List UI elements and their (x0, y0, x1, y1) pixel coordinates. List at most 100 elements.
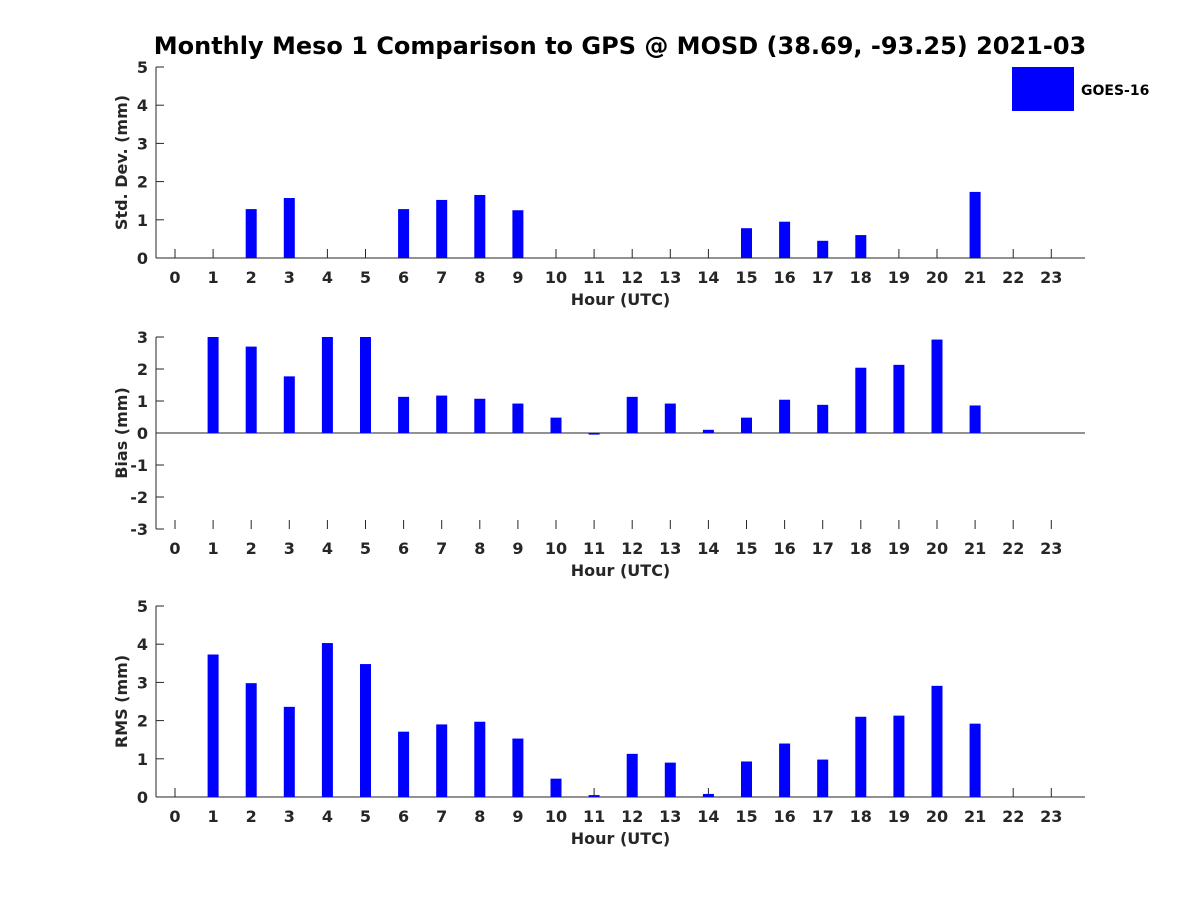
std-dev-x-tick-label: 0 (169, 268, 180, 287)
rms-x-tick-label: 0 (169, 807, 180, 826)
rms-x-tick-label: 2 (246, 807, 257, 826)
std-dev-bar-hour-8 (474, 194, 486, 258)
bias-x-tick-label: 21 (964, 539, 986, 558)
rms-x-tick-label: 19 (888, 807, 910, 826)
bias-bar-hour-16 (779, 399, 791, 433)
std-dev-x-tick-label: 23 (1040, 268, 1062, 287)
rms-bar-hour-4 (321, 643, 333, 797)
bias-y-tick-label: -2 (130, 488, 148, 507)
std-dev-x-tick-label: 16 (773, 268, 795, 287)
std-dev-bar-hour-9 (512, 210, 524, 258)
rms-x-tick-label: 9 (512, 807, 523, 826)
rms-bar-hour-19 (893, 715, 905, 797)
bias-bar-hour-1 (207, 337, 219, 433)
std-dev-y-label: Std. Dev. (mm) (112, 95, 131, 230)
bias-x-tick-label: 18 (850, 539, 872, 558)
bias-bar-hour-14 (702, 429, 714, 433)
bias-bar-hour-19 (893, 364, 905, 433)
bias-bar-hour-18 (855, 367, 867, 433)
std-dev-x-tick-label: 17 (812, 268, 834, 287)
rms-x-tick-label: 21 (964, 807, 986, 826)
rms-x-tick-label: 8 (474, 807, 485, 826)
std-dev-x-tick-label: 3 (284, 268, 295, 287)
bias-x-tick-label: 14 (697, 539, 719, 558)
rms-x-tick-label: 15 (735, 807, 757, 826)
bias-bar-hour-6 (398, 396, 410, 433)
bias-y-label: Bias (mm) (112, 387, 131, 479)
bias-bar-hour-17 (817, 404, 829, 433)
rms-y-tick-label: 4 (137, 635, 148, 654)
chart-title: Monthly Meso 1 Comparison to GPS @ MOSD … (154, 32, 1087, 60)
rms-bar-hour-12 (626, 753, 638, 797)
std-dev-x-tick-label: 20 (926, 268, 948, 287)
bias-x-tick-label: 13 (659, 539, 681, 558)
std-dev-x-tick-label: 14 (697, 268, 719, 287)
rms-bar-hour-13 (664, 762, 676, 797)
std-dev-x-label: Hour (UTC) (571, 290, 671, 309)
std-dev-x-tick-label: 2 (246, 268, 257, 287)
rms-bar-hour-17 (817, 759, 829, 797)
std-dev-bar-hour-2 (245, 209, 257, 258)
std-dev-bar-hour-3 (283, 198, 295, 258)
rms-bar-hour-7 (436, 724, 448, 797)
bias-bar-hour-15 (741, 417, 752, 433)
bias-y-tick-label: 1 (137, 392, 148, 411)
rms-x-tick-label: 16 (773, 807, 795, 826)
rms-bar-hour-10 (550, 778, 562, 797)
bias-x-tick-label: 23 (1040, 539, 1062, 558)
bias-x-tick-label: 1 (208, 539, 219, 558)
rms-bar-hour-14 (702, 793, 714, 797)
rms-bar-hour-9 (512, 738, 524, 797)
rms-x-tick-label: 5 (360, 807, 371, 826)
bias-bar-hour-4 (321, 337, 333, 433)
legend: GOES-16 (1012, 67, 1149, 111)
bias-x-tick-label: 16 (773, 539, 795, 558)
std-dev-y-tick-label: 3 (137, 134, 148, 153)
rms-bar-hour-18 (855, 716, 867, 797)
std-dev-bar-hour-21 (969, 191, 981, 258)
std-dev-x-tick-label: 4 (322, 268, 333, 287)
std-dev-bar-hour-18 (855, 235, 867, 258)
std-dev-x-tick-label: 11 (583, 268, 605, 287)
rms-bar-hour-8 (474, 721, 486, 797)
rms-y-tick-label: 2 (137, 712, 148, 731)
std-dev-y-tick-label: 0 (137, 249, 148, 268)
bias-bar-hour-21 (969, 405, 981, 433)
rms-x-tick-label: 20 (926, 807, 948, 826)
bias-bar-hour-20 (931, 339, 943, 433)
rms-x-label: Hour (UTC) (571, 829, 671, 848)
std-dev-y-tick-label: 4 (137, 96, 148, 115)
bias-y-tick-label: -1 (130, 456, 148, 475)
legend-label: GOES-16 (1081, 83, 1149, 99)
bias-x-tick-label: 9 (512, 539, 523, 558)
bias-x-tick-label: 15 (735, 539, 757, 558)
rms-x-tick-label: 12 (621, 807, 643, 826)
std-dev-x-tick-label: 5 (360, 268, 371, 287)
std-dev-bar-hour-6 (398, 209, 410, 258)
rms-x-tick-label: 1 (208, 807, 219, 826)
std-dev-x-tick-label: 22 (1002, 268, 1024, 287)
rms-x-tick-label: 7 (436, 807, 447, 826)
bias-x-label: Hour (UTC) (571, 561, 671, 580)
bias-bar-hour-2 (245, 346, 257, 433)
bias-x-tick-label: 20 (926, 539, 948, 558)
bias-x-tick-label: 10 (545, 539, 567, 558)
rms-x-tick-label: 13 (659, 807, 681, 826)
rms-bar-hour-20 (931, 685, 943, 797)
rms-y-tick-label: 3 (137, 673, 148, 692)
rms-bar-hour-11 (588, 795, 600, 797)
rms-y-tick-label: 5 (137, 597, 148, 616)
std-dev-x-tick-label: 10 (545, 268, 567, 287)
bias-x-tick-label: 0 (169, 539, 180, 558)
bias-x-tick-label: 8 (474, 539, 485, 558)
bias-x-tick-label: 7 (436, 539, 447, 558)
std-dev-x-tick-label: 13 (659, 268, 681, 287)
rms-x-tick-label: 23 (1040, 807, 1062, 826)
bias-bar-hour-3 (283, 376, 295, 433)
rms-y-tick-label: 0 (137, 788, 148, 807)
rms-x-tick-label: 18 (850, 807, 872, 826)
bias-bar-hour-5 (360, 337, 371, 433)
std-dev-x-tick-label: 7 (436, 268, 447, 287)
